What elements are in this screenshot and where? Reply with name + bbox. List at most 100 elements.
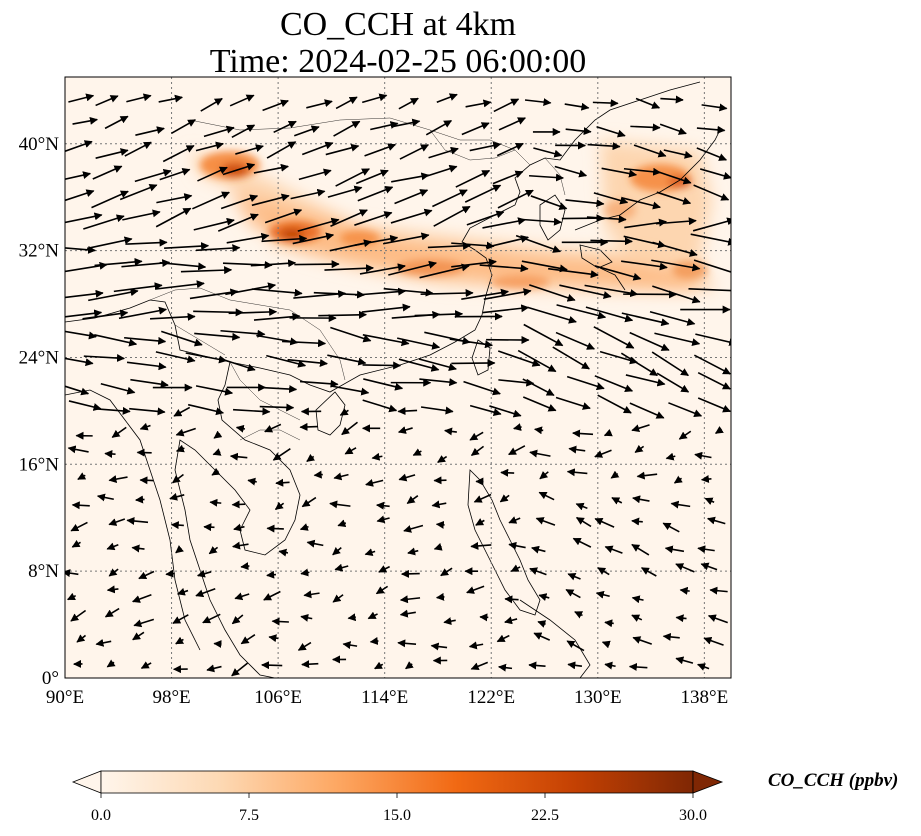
wind-arrow <box>492 170 524 185</box>
wind-arrow <box>440 567 453 577</box>
wind-arrow <box>593 192 629 205</box>
wind-arrow <box>155 351 196 364</box>
wind-arrow <box>359 263 406 275</box>
wind-arrow <box>475 518 485 526</box>
wind-arrow <box>565 588 581 599</box>
concentration-field <box>190 140 715 292</box>
wind-arrow <box>555 331 596 350</box>
wind-arrow <box>111 426 127 438</box>
wind-arrow <box>175 427 196 437</box>
wind-arrow <box>259 403 295 412</box>
wind-arrow <box>131 544 145 553</box>
wind-arrow <box>176 587 189 596</box>
wind-arrow <box>95 638 112 647</box>
wind-arrow <box>596 125 626 138</box>
wind-arrow <box>566 468 588 477</box>
wind-arrow <box>65 261 108 273</box>
wind-arrow <box>155 207 192 228</box>
wind-arrow <box>362 361 402 370</box>
wind-arrow <box>195 244 241 253</box>
wind-arrow <box>697 663 710 671</box>
wind-arrow <box>108 475 128 484</box>
wind-arrow <box>604 619 614 628</box>
wind-arrow <box>696 125 726 134</box>
wind-arrow <box>65 330 97 340</box>
wind-arrow <box>539 471 549 480</box>
wind-arrow <box>122 209 161 221</box>
wind-arrow <box>231 662 249 677</box>
wind-arrow <box>469 404 502 417</box>
wind-arrow <box>211 467 221 476</box>
x-tick-label: 90°E <box>46 687 84 708</box>
wind-arrow <box>620 352 658 377</box>
wind-arrow <box>172 614 189 624</box>
wind-arrow <box>522 217 562 226</box>
wind-arrow <box>83 214 125 230</box>
wind-arrow <box>334 563 349 572</box>
wind-arrow <box>436 93 458 104</box>
wind-arrow <box>129 407 166 416</box>
wind-arrow <box>508 445 526 456</box>
wind-arrow <box>299 379 339 388</box>
map-plot-area <box>65 77 731 678</box>
wind-arrow <box>640 567 657 577</box>
wind-arrow <box>629 402 665 419</box>
wind-arrow <box>150 312 196 321</box>
wind-arrow <box>65 212 103 224</box>
wind-arrow <box>126 361 167 371</box>
wind-arrow <box>675 563 695 573</box>
wind-arrow <box>251 193 290 207</box>
wind-arrow <box>497 189 534 209</box>
wind-arrow <box>529 567 547 576</box>
wind-arrow <box>405 661 414 670</box>
wind-vectors <box>65 93 731 677</box>
x-tick-label: 106°E <box>254 687 302 708</box>
y-tick-label: 0° <box>42 668 59 689</box>
wind-arrow <box>631 614 643 622</box>
wind-arrow <box>68 400 102 411</box>
wind-arrow <box>397 337 441 350</box>
wind-arrow <box>535 517 556 526</box>
wind-arrow <box>222 162 256 176</box>
wind-arrow <box>654 332 701 347</box>
colorbar-tick-label: 30.0 <box>679 807 707 824</box>
wind-arrow <box>693 354 731 375</box>
wind-arrow <box>470 661 489 671</box>
wind-arrow <box>95 95 119 107</box>
wind-arrow <box>412 448 422 456</box>
wind-arrow <box>354 234 399 247</box>
wind-arrow <box>515 234 562 253</box>
wind-arrow <box>330 385 370 396</box>
wind-arrow <box>435 592 445 601</box>
wind-arrow <box>679 586 690 595</box>
wind-arrow <box>624 218 668 229</box>
wind-arrow <box>332 594 344 603</box>
wind-arrow <box>625 374 666 387</box>
wind-arrow <box>165 569 175 578</box>
wind-arrow <box>498 117 526 131</box>
wind-arrow <box>572 537 592 548</box>
wind-arrow <box>611 497 623 505</box>
wind-arrow <box>697 545 715 554</box>
wind-arrow <box>266 141 297 159</box>
wind-arrow <box>155 280 205 290</box>
wind-arrow <box>171 473 184 484</box>
wind-arrow <box>290 188 326 200</box>
wind-arrow <box>119 183 158 201</box>
wind-arrow <box>138 570 155 580</box>
wind-arrow <box>301 660 319 669</box>
wind-arrow <box>714 426 724 434</box>
wind-arrow <box>253 312 301 321</box>
wind-arrow <box>537 620 547 628</box>
wind-arrow <box>378 565 390 573</box>
wind-arrow <box>250 259 297 268</box>
wind-arrow <box>398 97 419 110</box>
wind-arrow <box>131 593 152 603</box>
wind-arrow <box>330 326 372 343</box>
colorbar-title: CO_CCH (ppbv) <box>768 770 899 791</box>
colorbar: 0.0 7.5 15.0 22.5 30.0 <box>71 770 724 824</box>
wind-arrow <box>610 470 620 479</box>
wind-arrow <box>108 518 126 526</box>
wind-arrow <box>197 166 228 182</box>
wind-arrow <box>71 539 81 548</box>
